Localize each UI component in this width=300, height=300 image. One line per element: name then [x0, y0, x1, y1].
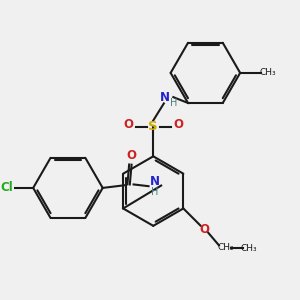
Text: O: O: [123, 118, 133, 131]
Text: Cl: Cl: [0, 182, 13, 194]
Text: CH₂: CH₂: [218, 243, 234, 252]
Text: CH₃: CH₃: [241, 244, 257, 253]
Text: O: O: [173, 118, 183, 131]
Text: S: S: [148, 120, 158, 133]
Text: H: H: [151, 187, 158, 197]
Text: CH₃: CH₃: [259, 68, 276, 77]
Text: N: N: [150, 175, 160, 188]
Text: O: O: [199, 223, 209, 236]
Text: N: N: [160, 91, 170, 103]
Text: H: H: [169, 98, 177, 109]
Text: O: O: [127, 149, 136, 162]
